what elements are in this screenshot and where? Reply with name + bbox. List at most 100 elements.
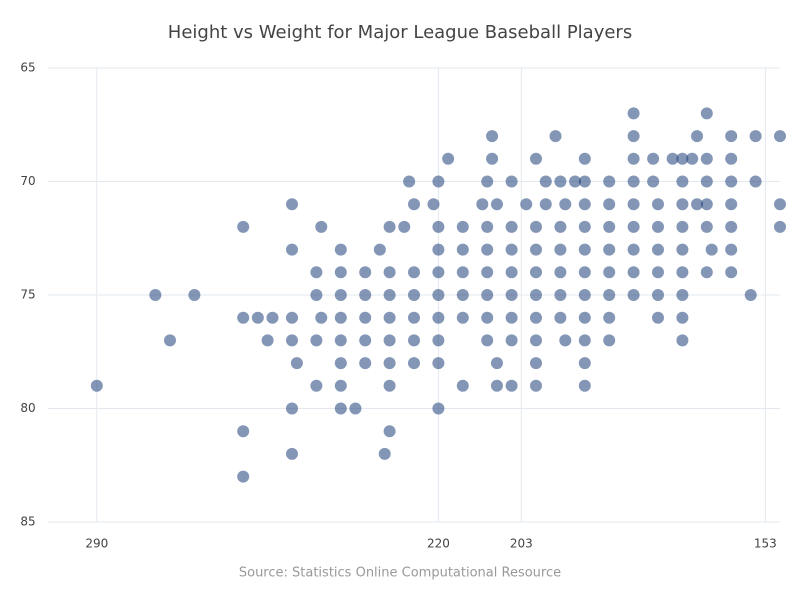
data-point bbox=[627, 175, 640, 188]
data-point bbox=[432, 334, 445, 347]
data-point bbox=[505, 266, 518, 279]
data-point bbox=[383, 266, 396, 279]
data-point bbox=[334, 311, 347, 324]
data-point bbox=[481, 311, 494, 324]
data-point bbox=[530, 379, 542, 392]
data-point bbox=[652, 311, 664, 324]
data-point bbox=[749, 175, 762, 188]
data-point bbox=[691, 130, 704, 143]
data-point bbox=[539, 175, 552, 188]
data-point bbox=[549, 130, 562, 143]
data-point bbox=[286, 447, 298, 460]
data-point bbox=[744, 289, 757, 301]
data-point bbox=[408, 357, 420, 370]
data-point bbox=[705, 243, 718, 256]
data-point bbox=[373, 243, 386, 256]
data-point bbox=[334, 357, 347, 370]
data-point bbox=[505, 220, 518, 233]
data-point bbox=[627, 289, 640, 301]
data-point bbox=[432, 175, 445, 188]
x-tick-label: 290 bbox=[85, 537, 108, 551]
data-point bbox=[408, 198, 420, 211]
data-point bbox=[334, 289, 347, 301]
data-point bbox=[627, 243, 640, 256]
y-tick-label: 85 bbox=[20, 515, 35, 529]
data-point bbox=[676, 220, 689, 233]
data-point bbox=[627, 152, 640, 165]
data-point bbox=[700, 198, 713, 211]
data-point bbox=[700, 175, 713, 188]
data-point bbox=[647, 175, 660, 188]
data-point bbox=[676, 289, 689, 301]
data-point bbox=[315, 220, 328, 233]
data-point bbox=[456, 266, 469, 279]
data-point bbox=[505, 289, 518, 301]
data-point bbox=[261, 334, 274, 347]
data-point bbox=[481, 266, 494, 279]
data-point bbox=[539, 198, 552, 211]
data-point bbox=[481, 334, 494, 347]
data-point bbox=[286, 334, 298, 347]
chart-title: Height vs Weight for Major League Baseba… bbox=[168, 22, 632, 43]
data-point bbox=[578, 311, 591, 324]
data-point bbox=[432, 220, 445, 233]
data-point bbox=[725, 130, 738, 143]
data-point bbox=[432, 311, 445, 324]
y-tick-label: 75 bbox=[20, 288, 35, 302]
data-point bbox=[686, 152, 699, 165]
data-point bbox=[700, 266, 713, 279]
data-point bbox=[505, 311, 518, 324]
data-point bbox=[530, 220, 542, 233]
data-point bbox=[481, 175, 494, 188]
data-point bbox=[749, 130, 762, 143]
data-point bbox=[481, 289, 494, 301]
data-point bbox=[676, 266, 689, 279]
data-point bbox=[578, 379, 591, 392]
data-point bbox=[237, 220, 250, 233]
data-point bbox=[408, 334, 420, 347]
data-point bbox=[520, 198, 533, 211]
data-point bbox=[676, 175, 689, 188]
data-point bbox=[603, 311, 616, 324]
data-point bbox=[432, 266, 445, 279]
data-point bbox=[578, 289, 591, 301]
data-point bbox=[554, 289, 567, 301]
data-point bbox=[383, 220, 396, 233]
data-point bbox=[554, 266, 567, 279]
data-point bbox=[164, 334, 176, 347]
y-tick-label: 65 bbox=[20, 61, 35, 75]
data-point bbox=[603, 266, 616, 279]
data-point bbox=[481, 220, 494, 233]
data-point bbox=[286, 243, 298, 256]
data-point bbox=[442, 152, 455, 165]
data-point bbox=[359, 334, 372, 347]
data-point bbox=[408, 311, 420, 324]
data-point bbox=[603, 175, 616, 188]
data-point bbox=[530, 334, 542, 347]
data-point bbox=[530, 357, 542, 370]
data-point bbox=[456, 220, 469, 233]
x-tick-label: 220 bbox=[427, 537, 450, 551]
data-point bbox=[725, 243, 738, 256]
data-point bbox=[334, 334, 347, 347]
data-point bbox=[334, 379, 347, 392]
data-point bbox=[427, 198, 440, 211]
y-tick-label: 70 bbox=[20, 174, 35, 188]
data-point bbox=[486, 130, 499, 143]
data-point bbox=[652, 198, 664, 211]
data-point bbox=[559, 198, 572, 211]
data-point bbox=[530, 266, 542, 279]
data-point bbox=[676, 152, 689, 165]
data-point bbox=[251, 311, 264, 324]
data-point bbox=[530, 152, 542, 165]
data-point bbox=[310, 266, 323, 279]
data-point bbox=[578, 334, 591, 347]
data-point bbox=[383, 425, 396, 438]
data-point bbox=[286, 311, 298, 324]
data-point bbox=[725, 266, 738, 279]
data-point bbox=[578, 220, 591, 233]
data-point bbox=[90, 379, 103, 392]
data-point bbox=[432, 243, 445, 256]
